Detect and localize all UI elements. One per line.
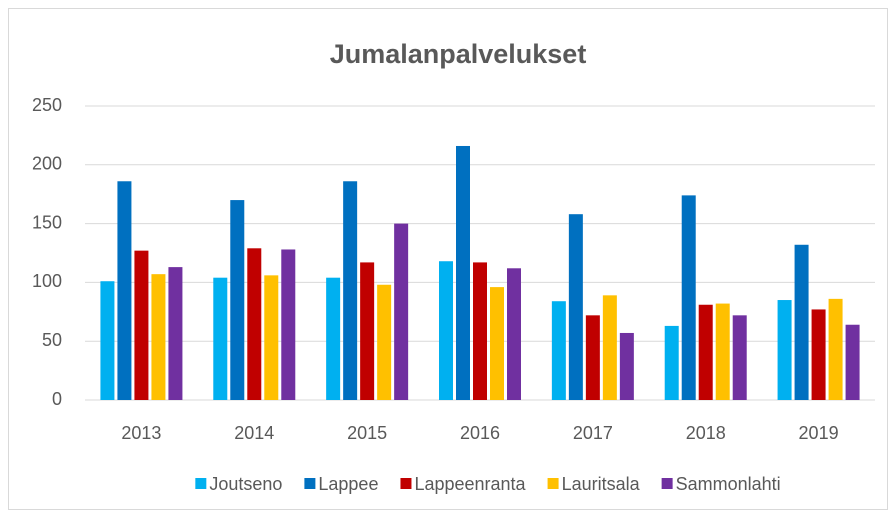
legend-swatch — [400, 478, 412, 489]
chart-border — [8, 8, 888, 510]
legend-swatch — [304, 478, 316, 489]
bar — [490, 287, 504, 400]
y-tick-label: 200 — [32, 154, 62, 174]
bar — [326, 277, 341, 400]
legend-label: Lappee — [318, 474, 378, 494]
legend-label: Joutseno — [209, 474, 282, 494]
x-tick-label: 2018 — [686, 423, 726, 443]
bar — [456, 145, 470, 400]
bar — [507, 268, 521, 400]
bar — [377, 284, 392, 400]
x-tick-label: 2019 — [799, 423, 839, 443]
bar — [117, 181, 132, 400]
x-tick-label: 2013 — [121, 423, 161, 443]
bar — [681, 195, 696, 400]
x-tick-label: 2014 — [234, 423, 274, 443]
bar — [213, 277, 228, 400]
bar — [100, 281, 115, 400]
chart-title: Jumalanpalvelukset — [330, 39, 587, 69]
legend-label: Lappeenranta — [414, 474, 526, 494]
bar — [134, 250, 149, 400]
bar — [360, 262, 375, 400]
bar — [230, 200, 245, 400]
x-tick-label: 2017 — [573, 423, 613, 443]
bar — [828, 298, 843, 400]
bar — [151, 274, 166, 400]
bar — [394, 223, 409, 400]
y-tick-label: 100 — [32, 271, 62, 291]
bar — [715, 303, 730, 400]
bar — [168, 267, 183, 400]
legend-label: Sammonlahti — [676, 474, 781, 494]
bar — [568, 214, 583, 400]
bar — [777, 300, 792, 400]
x-tick-label: 2015 — [347, 423, 387, 443]
bar — [473, 262, 487, 400]
bar — [602, 295, 617, 400]
x-tick-label: 2016 — [460, 423, 500, 443]
legend-swatch — [547, 478, 559, 489]
bar — [247, 248, 262, 400]
y-tick-label: 250 — [32, 95, 62, 115]
bar — [732, 315, 747, 400]
legend-swatch — [661, 478, 673, 489]
bar — [439, 261, 453, 400]
bar — [698, 304, 713, 400]
y-tick-label: 0 — [52, 389, 62, 409]
bar — [619, 332, 634, 400]
bar — [811, 309, 826, 400]
legend-swatch — [195, 478, 207, 489]
bar — [585, 315, 600, 400]
legend-label: Lauritsala — [562, 474, 641, 494]
bar — [551, 301, 566, 400]
bar — [281, 249, 296, 400]
bar — [343, 181, 358, 400]
bar — [664, 325, 679, 400]
bar — [794, 244, 809, 400]
bar — [264, 275, 279, 400]
bar — [845, 324, 860, 400]
y-tick-label: 150 — [32, 212, 62, 232]
y-tick-label: 50 — [42, 330, 62, 350]
